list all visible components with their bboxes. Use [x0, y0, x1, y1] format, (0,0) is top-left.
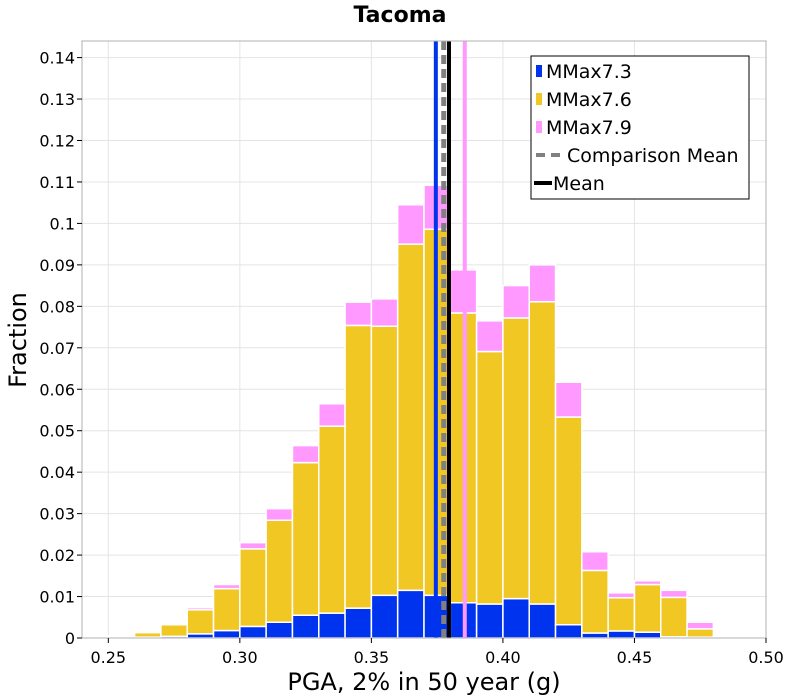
bar-mmax7-9-bin-2 — [160, 622, 188, 626]
x-tick-label: 0.25 — [90, 648, 126, 667]
bar-mmax7-6-bin-9 — [344, 324, 373, 609]
bar-mmax7-3-bin-15 — [502, 597, 530, 639]
legend-box — [530, 55, 750, 200]
bar-mmax7-6-bin-17 — [554, 416, 583, 626]
bar-mmax7-6-bin-8 — [318, 425, 346, 614]
bar-mmax7-9-bin-19 — [607, 592, 636, 599]
bar-mmax7-3-bin-14 — [475, 603, 504, 639]
bar-mmax7-9-bin-22 — [686, 621, 715, 630]
bar-mmax7-3-bin-5 — [239, 625, 267, 639]
x-tick-label: 0.35 — [354, 648, 390, 667]
bar-mmax7-9-bin-11 — [396, 204, 425, 245]
bar-mmax7-6-bin-20 — [633, 583, 662, 633]
y-axis-label: Fraction — [4, 292, 32, 388]
bar-mmax7-3-bin-6 — [265, 621, 294, 639]
bar-mmax7-9-bin-20 — [633, 580, 662, 586]
bar-mmax7-9-bin-3 — [186, 606, 215, 611]
y-tick-label: 0.01 — [39, 588, 75, 607]
bar-mmax7-6-bin-15 — [502, 317, 530, 600]
bar-mmax7-9-bin-7 — [291, 444, 320, 464]
y-tick-label: 0.06 — [39, 380, 75, 399]
mean-lines — [433, 41, 467, 638]
bar-mmax7-3-bin-8 — [318, 612, 346, 639]
legend-swatch-mmax7-3 — [536, 65, 542, 77]
bar-mmax7-6-bin-7 — [291, 461, 320, 616]
y-tick-label: 0.09 — [39, 256, 75, 275]
bar-mmax7-9-bin-14 — [475, 320, 504, 353]
plot-frame — [81, 40, 767, 639]
bar-mmax7-6-bin-16 — [528, 301, 557, 605]
legend-label-comparison-mean: Comparison Mean — [567, 145, 739, 167]
x-tick-label: 0.45 — [617, 648, 653, 667]
bar-mmax7-6-bin-21 — [660, 596, 688, 638]
bar-mmax7-9-bin-18 — [581, 551, 609, 572]
bar-mmax7-9-bin-8 — [318, 403, 346, 427]
y-tick-label: 0.12 — [39, 132, 75, 151]
bar-mmax7-9-bin-9 — [344, 301, 373, 327]
bar-mmax7-6-bin-3 — [186, 609, 215, 635]
bar-mmax7-9-bin-16 — [528, 264, 557, 303]
y-tick-label: 0 — [65, 629, 75, 648]
legend-items: MMax7.3 MMax7.6 MMax7.9 Comparison Mean Mean — [534, 61, 739, 195]
bar-mmax7-9-bin-1 — [133, 631, 162, 634]
x-axis-ticks: 0.25 0.30 0.35 0.40 0.45 0.50 — [90, 638, 784, 667]
bar-mmax7-6-bin-5 — [239, 548, 267, 628]
bar-mmax7-6-bin-10 — [370, 325, 399, 597]
bar-mmax7-6-bin-2 — [160, 623, 188, 638]
bar-mmax7-6-bin-19 — [607, 597, 636, 632]
bar-mmax7-3-bin-17 — [554, 623, 583, 639]
bar-mmax7-9-bin-6 — [265, 507, 294, 522]
y-tick-label: 0.13 — [39, 90, 75, 109]
legend: MMax7.3 MMax7.6 MMax7.9 Comparison Mean Mean — [530, 55, 750, 200]
bar-mmax7-9-bin-21 — [660, 589, 688, 599]
y-tick-label: 0.04 — [39, 463, 75, 482]
bar-mmax7-6-bin-18 — [581, 569, 609, 634]
y-tick-label: 0.03 — [39, 505, 75, 524]
bar-mmax7-9-bin-15 — [502, 284, 530, 319]
bar-mmax7-3-bin-16 — [528, 603, 557, 639]
chart-title: Tacoma — [354, 3, 447, 28]
bar-mmax7-9-bin-10 — [370, 298, 399, 327]
x-tick-label: 0.50 — [748, 648, 784, 667]
y-tick-label: 0.02 — [39, 546, 75, 565]
y-tick-label: 0.08 — [39, 297, 75, 316]
bar-mmax7-3-bin-9 — [344, 607, 373, 639]
bar-mmax7-6-bin-22 — [686, 628, 715, 638]
bar-mmax7-9-bin-5 — [239, 541, 267, 550]
legend-label-mmax7-3: MMax7.3 — [546, 61, 632, 83]
histogram-bars — [107, 184, 741, 639]
legend-swatch-mmax7-6 — [536, 93, 542, 105]
bar-mmax7-9-bin-17 — [554, 381, 583, 418]
bar-mmax7-9-bin-23 — [712, 635, 741, 638]
x-tick-label: 0.40 — [485, 648, 521, 667]
bar-mmax7-6-bin-4 — [212, 587, 241, 632]
legend-label-mean: Mean — [553, 173, 605, 195]
bar-mmax7-3-bin-10 — [370, 594, 399, 639]
bar-mmax7-6-bin-6 — [265, 519, 294, 623]
legend-swatch-mmax7-9 — [536, 121, 542, 133]
y-tick-label: 0.07 — [39, 339, 75, 358]
legend-label-mmax7-6: MMax7.6 — [546, 89, 632, 111]
y-tick-label: 0.11 — [39, 173, 75, 192]
bar-mmax7-6-bin-11 — [396, 243, 425, 592]
bar-mmax7-3-bin-11 — [396, 589, 425, 639]
bar-mmax7-3-bin-19 — [607, 630, 636, 639]
y-axis-ticks: 0 0.01 0.02 0.03 0.04 0.05 0.06 0.07 0.08 0.09 0.1… — [39, 49, 82, 648]
legend-label-mmax7-9: MMax7.9 — [546, 117, 632, 139]
y-tick-label: 0.14 — [39, 49, 75, 68]
bar-mmax7-6-bin-14 — [475, 350, 504, 605]
y-tick-label: 0.05 — [39, 422, 75, 441]
y-tick-label: 0.1 — [50, 214, 75, 233]
bar-mmax7-3-bin-4 — [212, 629, 241, 639]
bar-mmax7-9-bin-4 — [212, 583, 241, 590]
bar-mmax7-3-bin-7 — [291, 614, 320, 639]
x-axis-label: PGA, 2% in 50 year (g) — [287, 668, 560, 696]
x-tick-label: 0.30 — [222, 648, 258, 667]
bar-mmax7-3-bin-20 — [633, 631, 662, 639]
